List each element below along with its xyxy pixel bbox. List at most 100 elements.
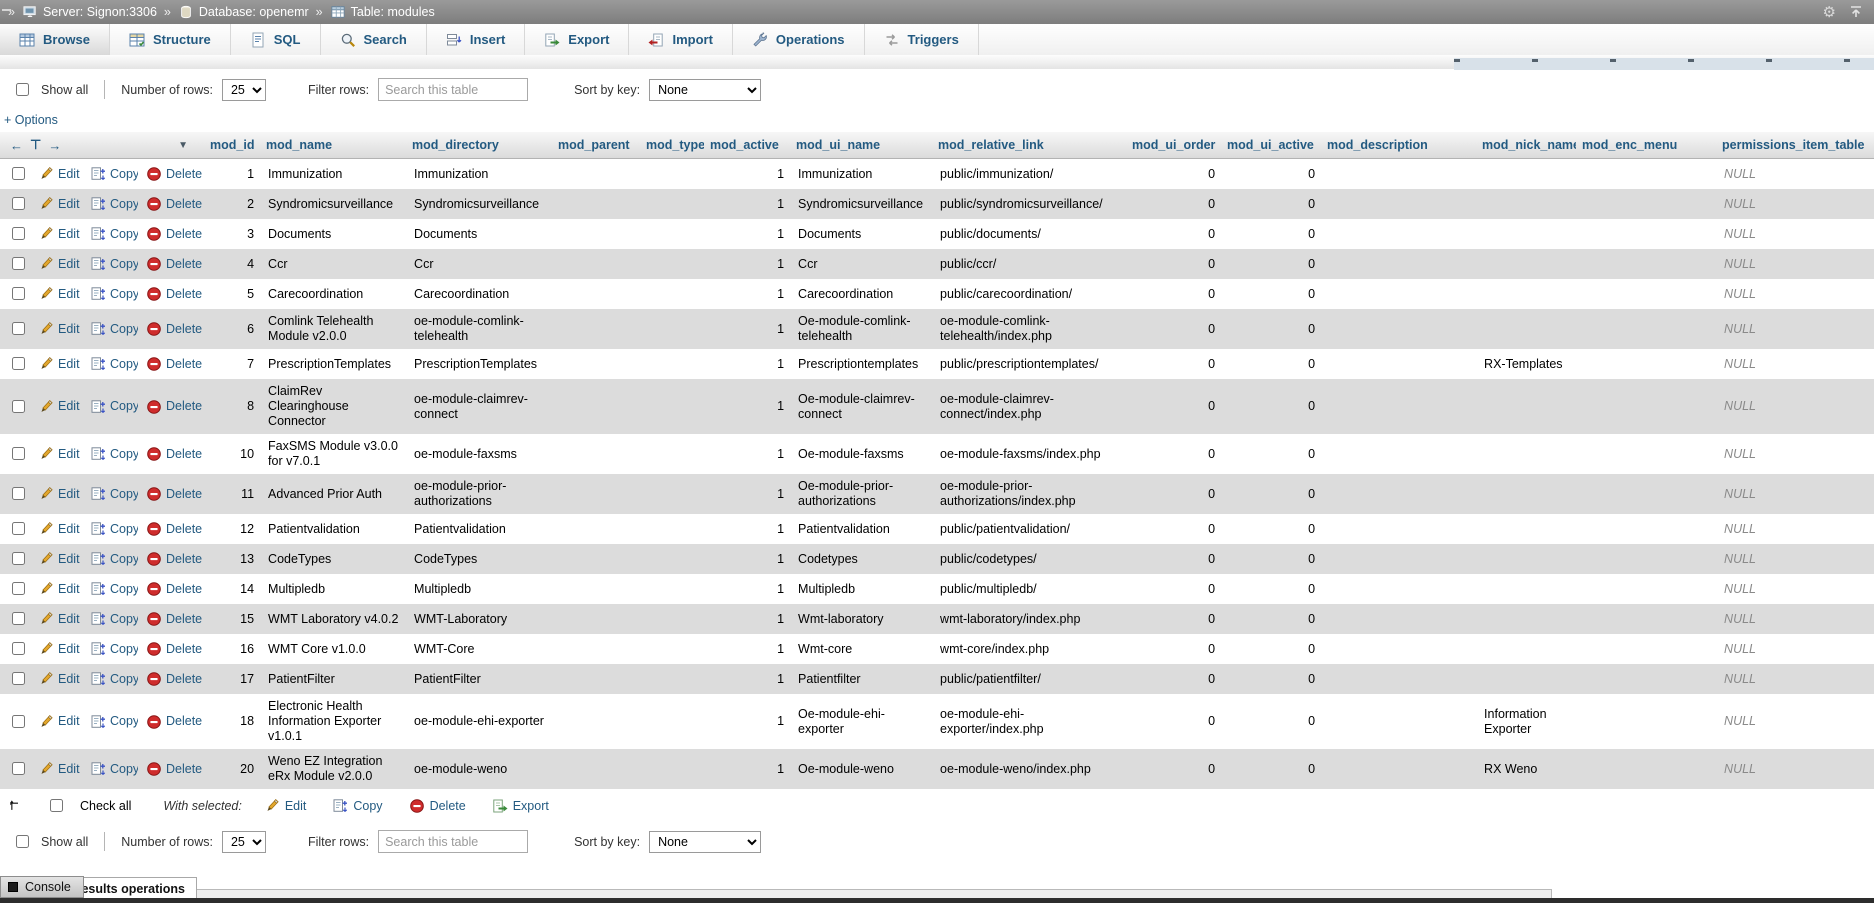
delete-link[interactable]: Delete xyxy=(166,714,203,728)
tab-structure[interactable]: Structure xyxy=(110,24,231,55)
row-checkbox[interactable] xyxy=(12,227,25,240)
row-checkbox[interactable] xyxy=(12,399,25,413)
edit-link[interactable]: Edit xyxy=(58,671,80,686)
tab-insert[interactable]: Insert xyxy=(427,24,526,55)
edit-link[interactable]: Edit xyxy=(58,761,80,776)
tab-operations[interactable]: Operations xyxy=(733,24,865,55)
column-header-mod-id[interactable]: mod_id xyxy=(204,132,261,159)
copy-link[interactable]: Copy xyxy=(110,356,138,371)
tab-browse[interactable]: Browse xyxy=(0,24,110,55)
delete-link[interactable]: Delete xyxy=(166,286,203,301)
edit-link[interactable]: Edit xyxy=(58,551,80,566)
breadcrumb-database-openemr[interactable]: » Database: openemr xyxy=(164,5,309,19)
column-header-mod-relative-link[interactable]: mod_relative_link xyxy=(932,132,1127,159)
copy-link[interactable]: Copy xyxy=(110,226,138,241)
column-header-mod-ui-order[interactable]: mod_ui_order xyxy=(1126,132,1222,159)
delete-link[interactable]: Delete xyxy=(166,611,203,626)
column-header-mod-parent[interactable]: mod_parent xyxy=(552,132,641,159)
row-checkbox[interactable] xyxy=(12,167,25,180)
copy-link[interactable]: Copy xyxy=(110,486,138,501)
tab-export[interactable]: Export xyxy=(525,24,630,55)
row-checkbox[interactable] xyxy=(12,447,25,460)
column-header-mod-ui-active[interactable]: mod_ui_active xyxy=(1221,132,1322,159)
copy-link[interactable]: Copy xyxy=(110,611,138,626)
row-checkbox[interactable] xyxy=(12,642,25,655)
number-of-rows-select[interactable]: 25 xyxy=(221,78,266,101)
show-all-checkbox[interactable] xyxy=(16,835,29,848)
copy-link[interactable]: Copy xyxy=(110,321,138,336)
delete-link[interactable]: Delete xyxy=(166,256,203,271)
row-checkbox[interactable] xyxy=(12,582,25,595)
delete-link[interactable]: Delete xyxy=(166,581,203,596)
edit-link[interactable]: Edit xyxy=(58,226,80,241)
row-checkbox[interactable] xyxy=(12,612,25,625)
number-of-rows-select[interactable]: 25 xyxy=(221,830,266,853)
edit-link[interactable]: Edit xyxy=(58,611,80,626)
tab-import[interactable]: Import xyxy=(629,24,733,55)
header-options-dropdown-icon[interactable]: ▼ xyxy=(178,139,189,151)
row-checkbox[interactable] xyxy=(12,357,25,370)
scroll-to-top-icon[interactable] xyxy=(1848,4,1864,20)
column-header-mod-ui-name[interactable]: mod_ui_name xyxy=(790,132,933,159)
edit-link[interactable]: Edit xyxy=(58,521,80,536)
column-header-mod-name[interactable]: mod_name xyxy=(260,132,407,159)
delete-link[interactable]: Delete xyxy=(166,521,203,536)
copy-link[interactable]: Copy xyxy=(110,581,138,596)
delete-link[interactable]: Delete xyxy=(166,641,203,656)
copy-link[interactable]: Copy xyxy=(110,641,138,656)
delete-link[interactable]: Delete xyxy=(166,671,203,686)
tab-triggers[interactable]: Triggers xyxy=(865,24,979,55)
row-checkbox[interactable] xyxy=(12,672,25,685)
edit-link[interactable]: Edit xyxy=(58,641,80,656)
column-header-mod-type[interactable]: mod_type xyxy=(640,132,705,159)
delete-link[interactable]: Delete xyxy=(166,399,203,413)
row-checkbox[interactable] xyxy=(12,714,25,728)
with-selected-copy[interactable]: Copy xyxy=(332,798,383,814)
copy-link[interactable]: Copy xyxy=(110,399,138,413)
sort-by-key-select[interactable]: None xyxy=(649,78,762,101)
edit-link[interactable]: Edit xyxy=(58,714,80,728)
edit-link[interactable]: Edit xyxy=(58,321,80,336)
edit-link[interactable]: Edit xyxy=(58,196,80,211)
column-header-mod-description[interactable]: mod_description xyxy=(1321,132,1477,159)
row-checkbox[interactable] xyxy=(12,287,25,300)
column-header-mod-active[interactable]: mod_active xyxy=(704,132,791,159)
edit-link[interactable]: Edit xyxy=(58,581,80,596)
options-toggle-link[interactable]: + Options xyxy=(4,113,58,127)
copy-link[interactable]: Copy xyxy=(110,286,138,301)
with-selected-export[interactable]: Export xyxy=(492,798,549,814)
delete-link[interactable]: Delete xyxy=(166,226,203,241)
edit-link[interactable]: Edit xyxy=(58,486,80,501)
copy-link[interactable]: Copy xyxy=(110,761,138,776)
tab-search[interactable]: Search xyxy=(321,24,427,55)
column-header-mod-directory[interactable]: mod_directory xyxy=(406,132,553,159)
console-tab[interactable]: Console xyxy=(0,876,84,898)
console-collapsed-bar[interactable] xyxy=(0,898,1874,903)
edit-link[interactable]: Edit xyxy=(58,356,80,371)
check-all-checkbox[interactable] xyxy=(50,799,63,812)
with-selected-edit[interactable]: Edit xyxy=(264,798,306,814)
filter-rows-input[interactable] xyxy=(378,78,529,101)
delete-link[interactable]: Delete xyxy=(166,486,203,501)
column-header-mod-nick-name[interactable]: mod_nick_name xyxy=(1476,132,1577,159)
copy-link[interactable]: Copy xyxy=(110,521,138,536)
delete-link[interactable]: Delete xyxy=(166,551,203,566)
column-header-mod-enc-menu[interactable]: mod_enc_menu xyxy=(1576,132,1717,159)
delete-link[interactable]: Delete xyxy=(166,761,203,776)
delete-link[interactable]: Delete xyxy=(166,356,203,371)
with-selected-delete[interactable]: Delete xyxy=(409,798,466,814)
row-checkbox[interactable] xyxy=(12,197,25,210)
edit-link[interactable]: Edit xyxy=(58,399,80,413)
delete-link[interactable]: Delete xyxy=(166,446,203,461)
row-checkbox[interactable] xyxy=(12,522,25,535)
edit-link[interactable]: Edit xyxy=(58,286,80,301)
copy-link[interactable]: Copy xyxy=(110,166,138,181)
copy-link[interactable]: Copy xyxy=(110,256,138,271)
tab-sql[interactable]: SQL xyxy=(231,24,321,55)
copy-link[interactable]: Copy xyxy=(110,714,138,728)
edit-link[interactable]: Edit xyxy=(58,256,80,271)
row-checkbox[interactable] xyxy=(12,552,25,565)
column-header-permissions-item-table[interactable]: permissions_item_table xyxy=(1716,132,1874,159)
copy-link[interactable]: Copy xyxy=(110,671,138,686)
transpose-icon[interactable]: ⊤ xyxy=(30,137,42,152)
